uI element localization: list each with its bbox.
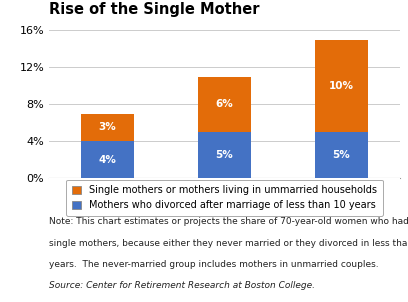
Text: 5%: 5%	[215, 150, 233, 160]
Bar	[198, 77, 251, 132]
Bar	[81, 114, 134, 141]
Text: Note: This chart estimates or projects the share of 70-year-old women who had be: Note: This chart estimates or projects t…	[49, 217, 408, 226]
Legend: Single mothers or mothers living in ummarried households, Mothers who divorced a: Single mothers or mothers living in umma…	[66, 180, 383, 216]
Text: years.  The never-married group includes mothers in unmarried couples.: years. The never-married group includes …	[49, 260, 379, 269]
Text: 3%: 3%	[99, 122, 116, 132]
Text: Rise of the Single Mother: Rise of the Single Mother	[49, 2, 259, 17]
Text: 6%: 6%	[215, 99, 233, 109]
Text: single mothers, because either they never married or they divorced in less than : single mothers, because either they neve…	[49, 239, 408, 248]
Text: 10%: 10%	[329, 81, 354, 91]
Bar	[315, 132, 368, 178]
Text: Source: Center for Retirement Research at Boston College.: Source: Center for Retirement Research a…	[49, 281, 315, 290]
Bar	[315, 40, 368, 132]
Bar	[81, 141, 134, 178]
Bar	[198, 132, 251, 178]
Text: 4%: 4%	[98, 155, 116, 165]
Text: 5%: 5%	[333, 150, 350, 160]
